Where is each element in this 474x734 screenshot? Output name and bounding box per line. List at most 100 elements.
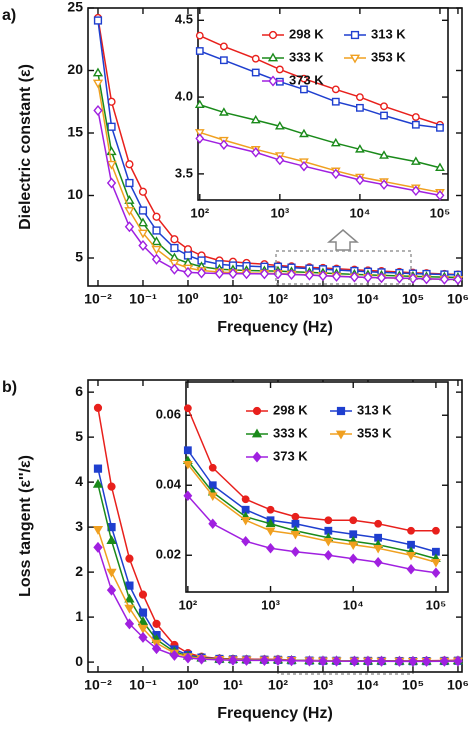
x-tick-label: 10⁴ [357, 677, 380, 693]
y-axis-title: Dielectric constant (ε) [17, 64, 34, 230]
panel-label: b) [2, 379, 17, 396]
marker [106, 160, 117, 170]
y-tick-label: 1 [75, 608, 83, 624]
marker [137, 616, 149, 626]
legend-label: 333 K [289, 49, 324, 64]
series-line [187, 449, 437, 553]
x-tick-label: 10³ [313, 291, 334, 307]
x-tick-label: 10⁴ [357, 291, 380, 307]
marker [196, 267, 207, 279]
x-tick-label: 10⁴ [343, 597, 364, 612]
inset-plot: 10² 10³ 10⁴ 10⁵ 3.5 4.0 4.5 298 K 313 K 333 K 353 … [175, 7, 450, 220]
marker [152, 212, 161, 221]
marker [290, 546, 300, 557]
zoom-box [275, 250, 412, 285]
legend-marker [350, 30, 360, 40]
marker [138, 631, 148, 643]
marker [331, 168, 341, 180]
x-tick-label: 10³ [261, 597, 280, 612]
marker [373, 557, 383, 568]
marker [376, 272, 387, 284]
marker [410, 156, 421, 165]
marker [266, 505, 275, 514]
marker [318, 270, 328, 282]
marker [124, 593, 135, 603]
x-tick-label: 10² [268, 291, 289, 307]
marker [194, 99, 205, 109]
marker [259, 268, 270, 280]
marker [266, 543, 275, 554]
legend-marker [252, 406, 262, 416]
x-tick-label: 10⁵ [402, 291, 424, 307]
marker [355, 144, 365, 153]
legend-label: 373 K [273, 448, 308, 463]
marker [214, 267, 225, 280]
x-tick-label: 10⁰ [177, 291, 199, 307]
marker [219, 139, 229, 150]
legend-label: 313 K [357, 402, 392, 417]
marker [376, 655, 387, 667]
marker [241, 536, 251, 547]
marker [124, 195, 135, 204]
y-tick-label: 2 [75, 563, 83, 579]
marker [240, 516, 251, 526]
marker [228, 654, 238, 666]
y-tick-label: 4 [75, 473, 83, 489]
marker [394, 272, 405, 284]
series-line [187, 495, 437, 574]
marker [125, 160, 134, 169]
y-tick-label: 4.0 [175, 89, 193, 104]
marker [241, 268, 252, 280]
x-tick-label: 10² [268, 677, 289, 693]
marker [106, 584, 117, 596]
series-line [187, 407, 436, 532]
marker [93, 104, 103, 117]
x-axis-title: Frequency (Hz) [217, 319, 333, 336]
marker [195, 31, 204, 40]
marker [453, 273, 463, 286]
marker [286, 655, 297, 667]
marker [299, 160, 309, 172]
marker [407, 526, 415, 535]
marker [124, 207, 135, 216]
series-line [199, 131, 441, 194]
series-line [199, 34, 441, 126]
marker [380, 111, 388, 120]
legend-label: 298 K [273, 402, 308, 417]
marker [324, 516, 333, 525]
legend-label: 373 K [289, 72, 324, 87]
marker [138, 187, 148, 196]
y-tick-label: 3 [75, 518, 83, 534]
marker [196, 653, 207, 665]
legend-label: 353 K [371, 49, 406, 64]
marker [195, 47, 204, 55]
marker [265, 518, 276, 528]
marker [331, 270, 342, 282]
marker [194, 129, 205, 138]
marker [151, 643, 162, 655]
marker [218, 107, 229, 116]
y-tick-label: 0.04 [156, 477, 182, 492]
y-tick-label: 0.02 [156, 547, 181, 562]
marker [432, 526, 440, 535]
legend-label: 313 K [371, 26, 406, 41]
marker [219, 56, 228, 65]
x-tick-label: 10³ [313, 677, 334, 693]
marker [356, 93, 364, 101]
series-line [187, 460, 437, 560]
y-tick-label: 0.06 [156, 407, 181, 422]
marker [259, 654, 270, 666]
marker [363, 655, 373, 667]
marker [207, 492, 218, 501]
y-tick-label: 5 [75, 428, 83, 444]
x-tick-label: 10⁰ [177, 677, 199, 693]
marker [124, 221, 135, 233]
marker [106, 535, 117, 545]
marker [331, 85, 340, 94]
marker [439, 273, 450, 285]
plots: 10⁻² 10⁻¹ 10⁰ 10¹ 10² 10³ 10⁴ 10⁵ 10⁶510152025Fr… [2, 0, 469, 722]
marker [93, 403, 103, 412]
marker [373, 544, 384, 554]
marker [265, 527, 276, 536]
marker [323, 537, 334, 547]
